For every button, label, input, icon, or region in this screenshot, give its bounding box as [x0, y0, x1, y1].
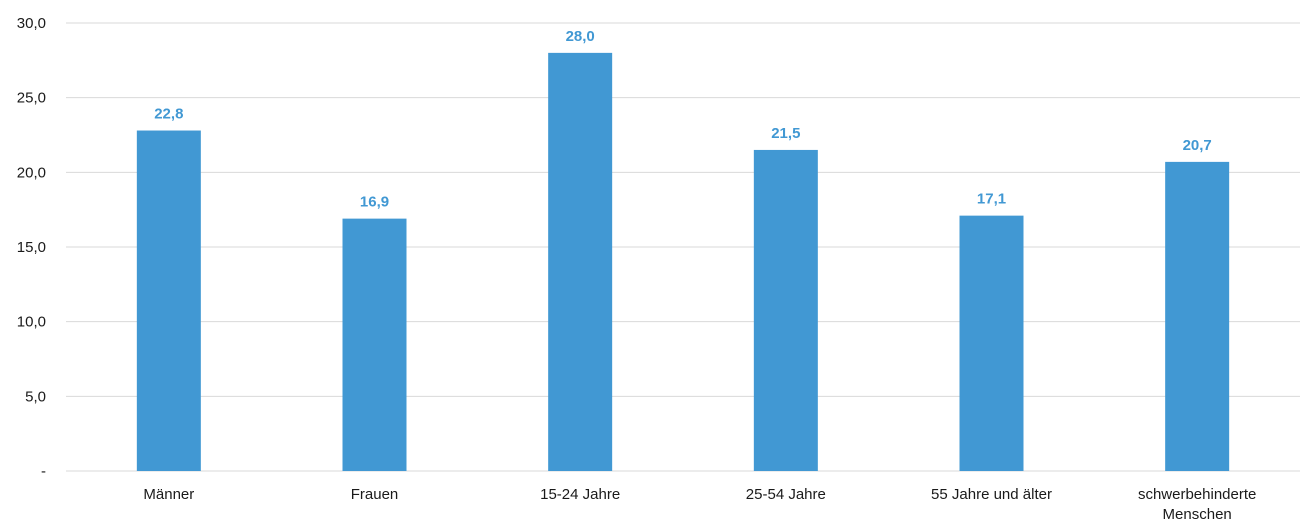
bars — [136, 52, 1230, 471]
y-tick-label: 30,0 — [17, 15, 46, 32]
data-labels: 22,8 16,9 28,0 21,5 17,1 20,7 — [154, 28, 1212, 211]
data-label: 22,8 — [154, 106, 183, 123]
bar — [959, 215, 1024, 471]
data-label: 28,0 — [566, 28, 595, 45]
y-tick-label: 10,0 — [17, 314, 46, 331]
data-label: 17,1 — [977, 191, 1006, 208]
y-tick-label: 5,0 — [25, 388, 46, 405]
x-tick-label: 55 Jahre und älter — [931, 486, 1052, 503]
y-tick-label: - — [41, 463, 46, 480]
x-tick-label: Frauen — [351, 486, 399, 503]
bar — [548, 52, 613, 471]
y-axis-ticks: - 5,0 10,0 15,0 20,0 25,0 30,0 — [17, 15, 46, 480]
data-label: 21,5 — [771, 125, 800, 142]
x-tick-label: 15-24 Jahre — [540, 486, 620, 503]
x-tick-label: 25-54 Jahre — [746, 486, 826, 503]
data-label: 16,9 — [360, 194, 389, 211]
bar — [136, 130, 201, 471]
y-tick-label: 20,0 — [17, 164, 46, 181]
y-tick-label: 25,0 — [17, 90, 46, 107]
y-tick-label: 15,0 — [17, 239, 46, 256]
x-tick-label: Menschen — [1163, 506, 1232, 522]
bar — [753, 149, 818, 471]
x-axis-categories: Männer Frauen 15-24 Jahre 25-54 Jahre 55 Jah… — [143, 486, 1256, 522]
x-tick-label: schwerbehinderte — [1138, 486, 1256, 503]
bar — [342, 218, 407, 471]
gridlines — [66, 22, 1300, 472]
x-tick-label: Männer — [143, 486, 194, 503]
data-label: 20,7 — [1183, 137, 1212, 154]
bar — [1165, 161, 1230, 471]
